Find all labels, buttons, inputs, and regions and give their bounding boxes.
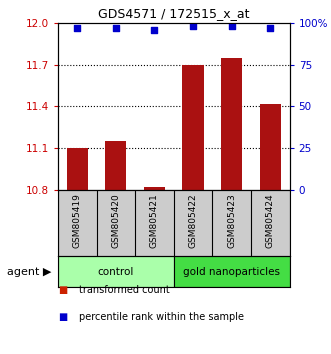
Bar bbox=[144, 187, 165, 190]
Text: ■: ■ bbox=[58, 312, 67, 322]
Text: GSM805419: GSM805419 bbox=[73, 193, 82, 248]
Bar bbox=[260, 104, 281, 190]
Text: percentile rank within the sample: percentile rank within the sample bbox=[79, 312, 244, 322]
Bar bbox=[174, 256, 290, 287]
Point bbox=[113, 25, 118, 31]
Text: transformed count: transformed count bbox=[79, 285, 170, 295]
Bar bbox=[67, 148, 88, 190]
Text: GSM805421: GSM805421 bbox=[150, 193, 159, 248]
Point bbox=[268, 25, 273, 31]
Bar bbox=[105, 141, 126, 190]
Bar bbox=[182, 65, 204, 190]
Text: ■: ■ bbox=[58, 285, 67, 295]
Text: GSM805424: GSM805424 bbox=[266, 193, 275, 248]
Title: GDS4571 / 172515_x_at: GDS4571 / 172515_x_at bbox=[98, 7, 250, 21]
Bar bbox=[58, 256, 174, 287]
Point bbox=[152, 27, 157, 33]
Text: GSM805420: GSM805420 bbox=[111, 193, 120, 248]
Point bbox=[74, 25, 80, 31]
Text: gold nanoparticles: gold nanoparticles bbox=[183, 267, 280, 276]
Text: control: control bbox=[98, 267, 134, 276]
Bar bbox=[221, 58, 242, 190]
Point bbox=[229, 23, 234, 29]
Text: GSM805423: GSM805423 bbox=[227, 193, 236, 248]
Text: GSM805422: GSM805422 bbox=[189, 193, 198, 248]
Point bbox=[190, 23, 196, 29]
Text: agent ▶: agent ▶ bbox=[7, 267, 51, 276]
